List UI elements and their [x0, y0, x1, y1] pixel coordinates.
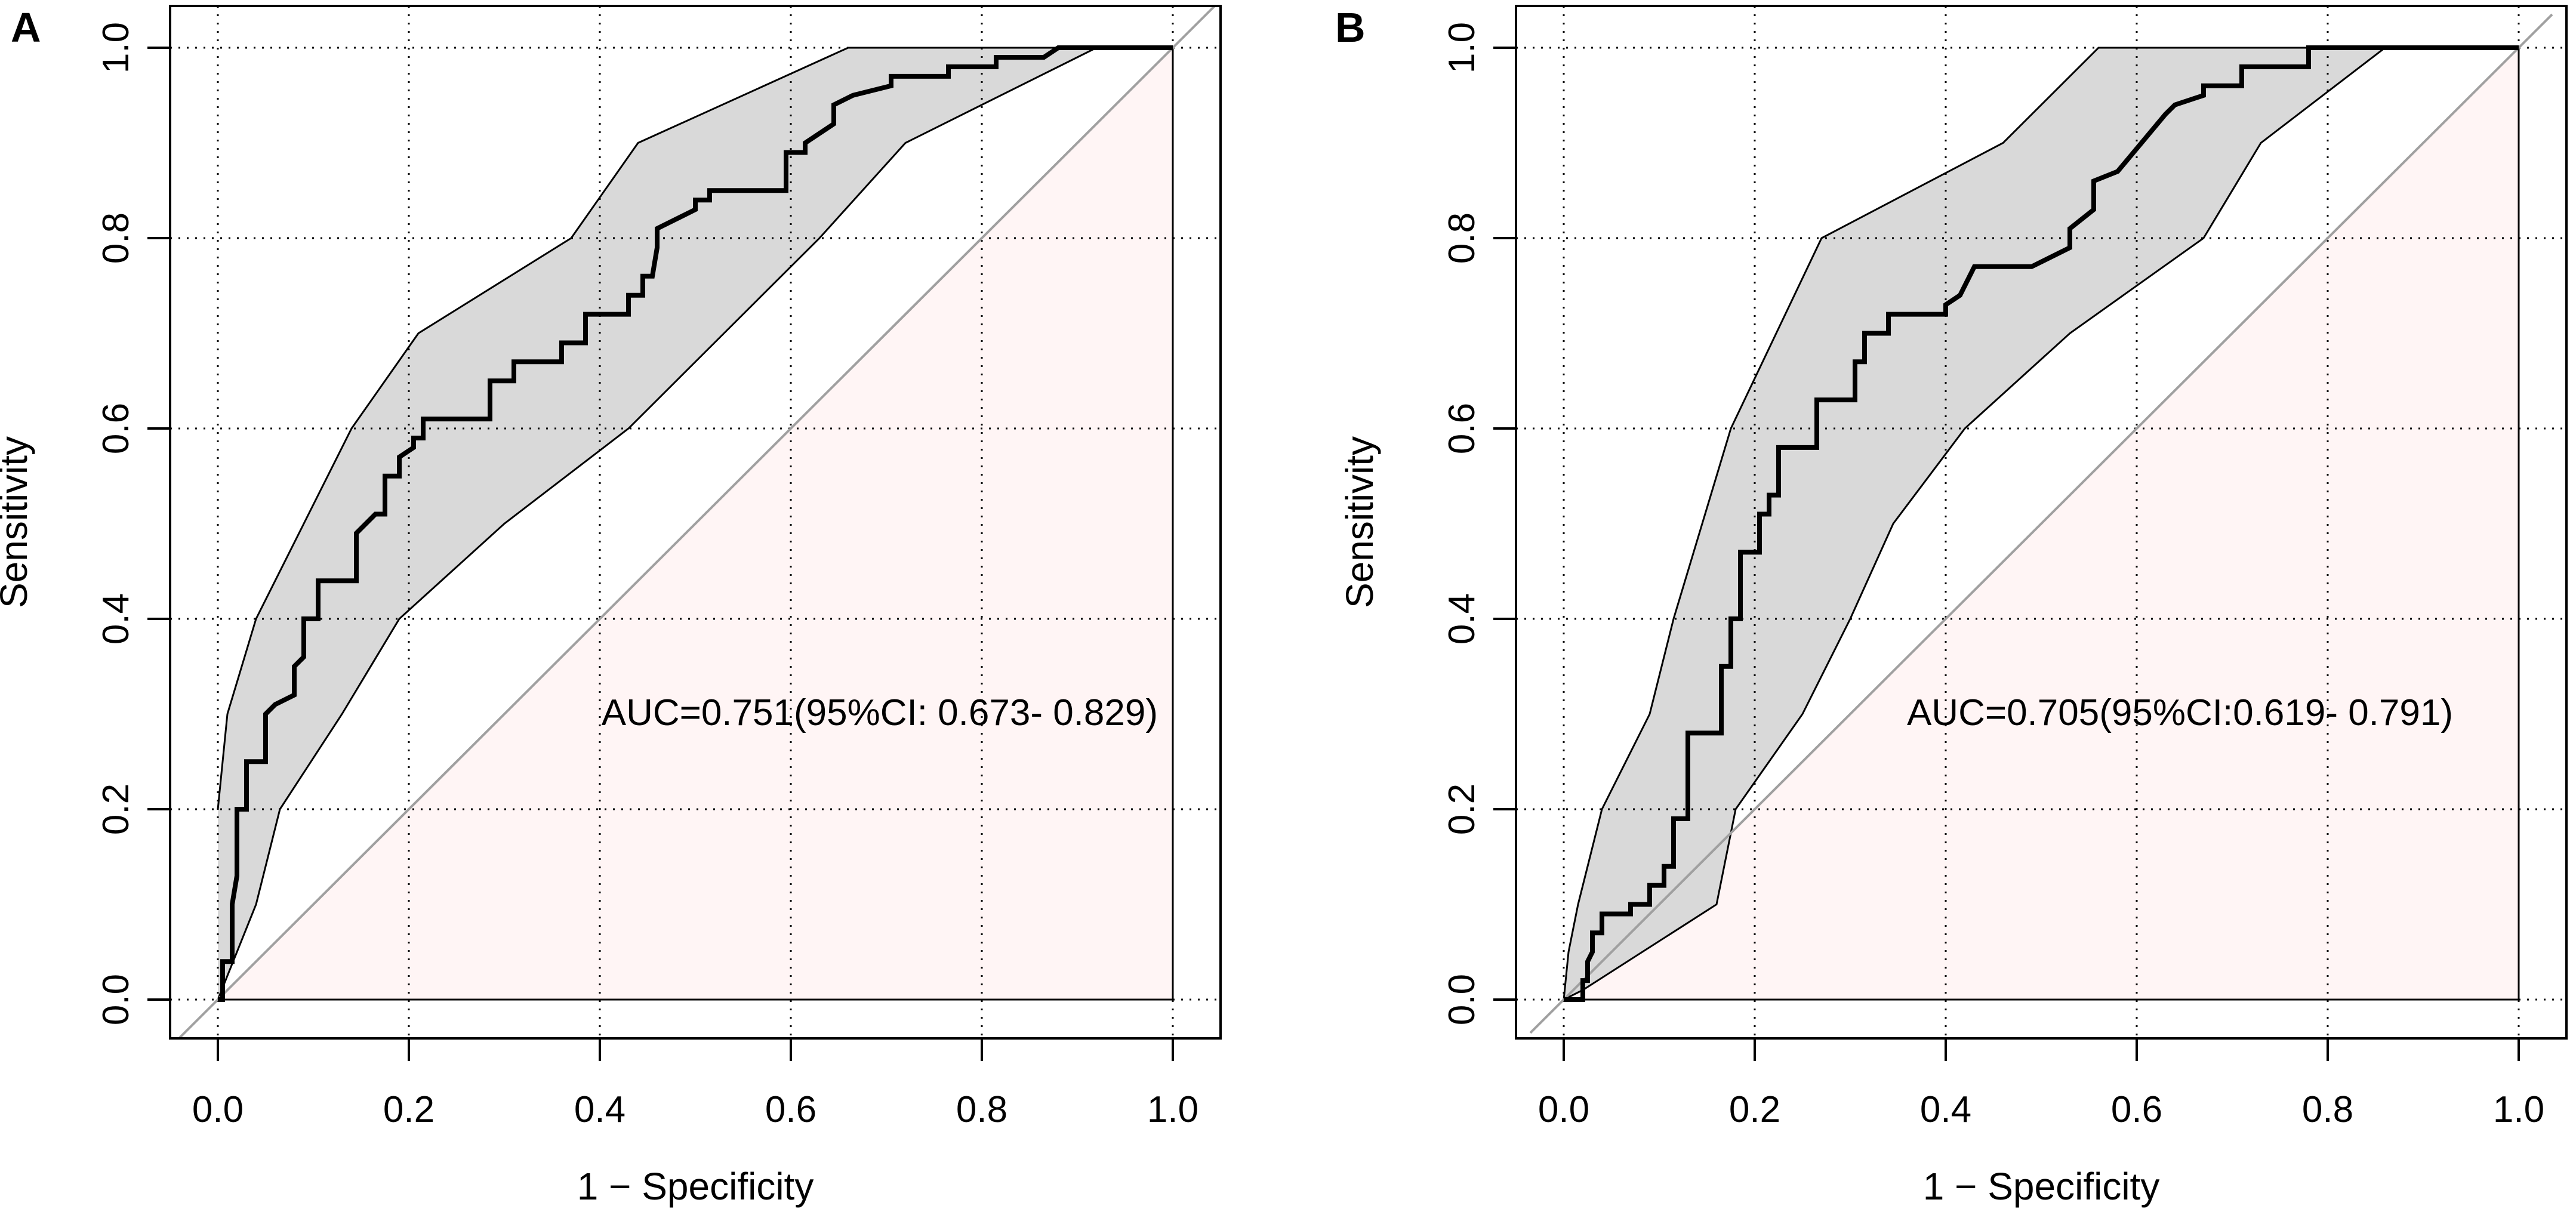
x-tick-label: 0.6: [765, 1089, 816, 1130]
ci-band: [1564, 48, 2519, 1000]
x-tick-label: 0.8: [956, 1089, 1007, 1130]
x-axis-title: 1 − Specificity: [1923, 1165, 2160, 1208]
y-tick-label: 0.2: [95, 784, 137, 835]
y-tick-label: 0.6: [1441, 403, 1483, 454]
auc-annotation: AUC=0.705(95%CI:0.619- 0.791): [1907, 692, 2453, 733]
y-tick-label: 0.8: [95, 212, 137, 264]
x-tick-label: 1.0: [2493, 1089, 2544, 1130]
y-tick-label: 1.0: [1441, 22, 1483, 73]
x-tick-label: 0.0: [1538, 1089, 1589, 1130]
y-tick-label: 0.4: [1441, 593, 1483, 645]
y-axis-title: Sensitivity: [0, 436, 35, 608]
panel-b: 0.0 0.2 0.4 0.6 0.8 1.0 0.0 0.2 0.4 0.6 0.8 1.0 1 − …: [1335, 4, 2568, 1208]
y-tick-label: 0.0: [95, 974, 137, 1025]
x-tick-label: 0.4: [574, 1089, 625, 1130]
y-tick-label: 0.8: [1441, 212, 1483, 264]
x-tick-label: 0.2: [1729, 1089, 1780, 1130]
x-tick-label: 0.6: [2111, 1089, 2162, 1130]
panel-letter: B: [1335, 4, 1366, 51]
panel-a: 0.0 0.2 0.4 0.6 0.8 1.0 0.0 0.2 0.4 0.6 0.8 1.0 1 − …: [0, 4, 1222, 1208]
auc-annotation: AUC=0.751(95%CI: 0.673- 0.829): [602, 692, 1158, 733]
panel-letter: A: [11, 4, 41, 51]
roc-curve: [218, 45, 1173, 1002]
roc-curve: [1564, 45, 2519, 1002]
ci-upper-line: [217, 47, 1173, 810]
x-tick-label: 0.0: [192, 1089, 244, 1130]
ci-lower-line: [217, 47, 1173, 1000]
x-tick-label: 0.4: [1920, 1089, 1971, 1130]
ci-lower-line: [1563, 47, 2519, 1001]
y-tick-label: 0.6: [95, 403, 137, 454]
y-tick-label: 0.2: [1441, 784, 1483, 835]
y-tick-label: 1.0: [95, 22, 137, 73]
ci-upper-line: [1563, 47, 2519, 1000]
ci-band: [218, 48, 1173, 1000]
y-tick-label: 0.0: [1441, 974, 1483, 1025]
x-tick-label: 1.0: [1147, 1089, 1198, 1130]
y-tick-label: 0.4: [95, 593, 137, 645]
y-axis-title: Sensitivity: [1338, 436, 1381, 608]
chance-diagonal-line: [177, 6, 1217, 1038]
chance-diagonal-line: [1529, 13, 2553, 1034]
x-tick-label: 0.8: [2302, 1089, 2353, 1130]
x-axis-title: 1 − Specificity: [577, 1165, 814, 1208]
x-tick-label: 0.2: [383, 1089, 435, 1130]
